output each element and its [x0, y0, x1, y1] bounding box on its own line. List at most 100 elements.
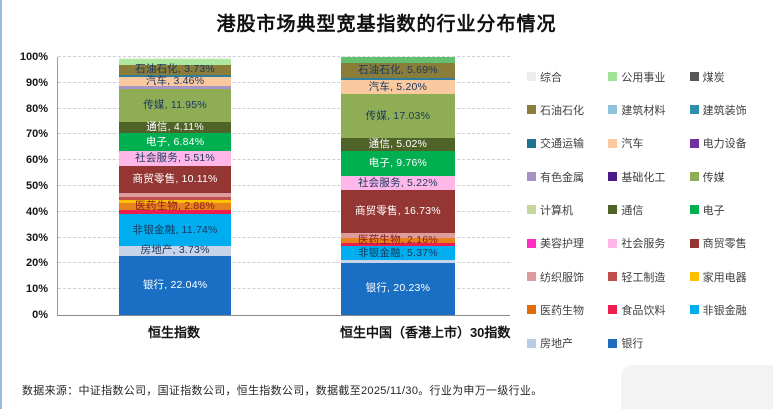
y-tick-label: 70%: [25, 128, 48, 141]
legend-label: 通信: [621, 204, 644, 217]
legend-swatch-icon: [527, 72, 536, 82]
legend-swatch-icon: [689, 238, 699, 248]
legend-label: 传媒: [702, 171, 725, 184]
y-tick-label: 20%: [25, 257, 48, 270]
legend-label: 食品饮料: [621, 304, 666, 317]
bar-segment: 社会服务, 5.51%: [119, 150, 231, 166]
legend-swatch-icon: [608, 72, 618, 82]
y-tick-label: 90%: [25, 76, 48, 89]
plot-area: 石油石化, 3.73% 汽车, 3.46% 传媒, 11.95% 通信, 4.11% 电…: [57, 56, 510, 316]
legend-item-24: 房地产: [527, 335, 606, 351]
legend-item-21: 医药生物: [527, 302, 606, 318]
bar-segment: 非银金融, 5.37%: [340, 246, 455, 260]
bar-segment-label: 电子, 9.76%: [368, 157, 428, 170]
bar-segment: 石油石化, 3.73%: [119, 64, 231, 75]
stacked-bar-0: 石油石化, 3.73% 汽车, 3.46% 传媒, 11.95% 通信, 4.11% 电…: [119, 57, 231, 315]
legend-item-13: 通信: [608, 202, 687, 218]
bar-segment: [340, 259, 455, 263]
bar-segment-label: 汽车, 3.46%: [145, 75, 205, 88]
legend-swatch-icon: [689, 138, 699, 148]
gridline: [58, 107, 510, 109]
bar-segment-label: 传媒, 17.03%: [365, 109, 431, 122]
y-tick-label: 100%: [19, 51, 48, 63]
bar-segment: [119, 192, 231, 198]
legend-item-0: 综合: [527, 69, 606, 85]
legend-label: 非银金融: [702, 304, 747, 317]
decorative-panel: [621, 365, 773, 409]
legend-item-3: 石油石化: [527, 102, 606, 118]
legend-label: 电子: [702, 204, 725, 217]
bar-segment: 医药生物, 2.16%: [340, 235, 455, 245]
y-tick-label: 0%: [32, 309, 48, 321]
legend-item-23: 非银金融: [689, 302, 769, 318]
bar-segment-label: 汽车, 5.20%: [368, 80, 428, 93]
gridline: [58, 159, 510, 161]
gridline: [58, 288, 510, 290]
x-axis-labels: 恒生指数 恒生中国（香港上市）30指数: [57, 322, 511, 342]
legend-swatch-icon: [608, 238, 618, 248]
bar-segment: 电子, 9.76%: [340, 150, 455, 177]
bar-segment: [119, 57, 231, 60]
bar-segment: [119, 199, 231, 203]
y-tick-label: 80%: [25, 102, 48, 115]
bar-segment: [119, 86, 231, 90]
legend-item-8: 电力设备: [689, 135, 769, 151]
gridline: [58, 81, 510, 83]
legend-label: 建筑材料: [621, 104, 666, 117]
y-tick-label: 30%: [25, 231, 48, 244]
gridline: [58, 210, 510, 212]
legend-item-7: 汽车: [608, 135, 687, 151]
bar-segment: 电子, 6.84%: [119, 132, 231, 151]
legend-label: 基础化工: [621, 171, 666, 184]
bar-segment-label: 商贸零售, 16.73%: [354, 205, 441, 218]
legend-swatch-icon: [527, 205, 536, 215]
legend-label: 银行: [621, 338, 644, 351]
bar-segment-label: 房地产, 3.73%: [140, 244, 210, 257]
legend-item-4: 建筑材料: [608, 102, 687, 118]
legend-label: 汽车: [621, 138, 644, 151]
legend-label: 社会服务: [621, 238, 666, 251]
legend-item-2: 煤炭: [689, 69, 769, 85]
bar-segment-label: 通信, 5.02%: [368, 138, 428, 151]
legend-swatch-icon: [608, 205, 618, 215]
legend-label: 房地产: [540, 338, 573, 351]
bar-segment: [119, 210, 231, 215]
bar-segment-label: 医药生物, 2.88%: [135, 200, 215, 213]
legend: 综合 公用事业 煤炭 石油石化 建筑材料 建筑装饰 交通运输 汽车 电力设备 有色金属 基础化工 传媒…: [527, 60, 769, 360]
gridline: [58, 185, 510, 186]
bar-segment: 通信, 5.02%: [340, 137, 455, 151]
gridline: [58, 56, 510, 57]
bar-segment: 传媒, 17.03%: [340, 93, 455, 138]
legend-label: 有色金属: [540, 171, 584, 184]
bar-segment: 传媒, 11.95%: [119, 89, 231, 122]
bar-segment: [119, 74, 231, 77]
bar-segment-label: 非银金融, 11.74%: [132, 223, 218, 236]
source-note: 数据来源：中证指数公司，国证指数公司，恒生指数公司，数据截至2025/11/30…: [22, 385, 543, 397]
legend-item-11: 传媒: [689, 169, 769, 185]
legend-swatch-icon: [689, 205, 699, 215]
bar-segment: [340, 77, 455, 81]
legend-swatch-icon: [527, 138, 536, 148]
bar-segment-label: 电子, 6.84%: [145, 135, 205, 148]
bar-segment: [340, 243, 455, 247]
legend-item-16: 社会服务: [608, 235, 687, 251]
legend-label: 商贸零售: [702, 238, 747, 251]
legend-swatch-icon: [608, 172, 618, 182]
legend-swatch-icon: [689, 105, 699, 115]
bar-segment-label: 商贸零售, 10.11%: [132, 173, 218, 186]
chart-title: 港股市场典型宽基指数的行业分布情况: [216, 14, 557, 35]
legend-label: 家用电器: [702, 271, 747, 284]
bar-segment: 银行, 22.04%: [119, 255, 231, 315]
bar-segment: 商贸零售, 16.73%: [340, 189, 455, 233]
legend-item-17: 商贸零售: [689, 235, 769, 251]
legend-item-6: 交通运输: [527, 135, 606, 151]
legend-swatch-icon: [608, 138, 618, 148]
legend-item-20: 家用电器: [689, 269, 769, 285]
legend-label: 石油石化: [540, 104, 584, 117]
legend-swatch-icon: [689, 172, 699, 182]
x-label-hang-seng-china-30-index: 恒生中国（香港上市）30指数: [339, 325, 511, 340]
bar-segment: 银行, 20.23%: [340, 262, 455, 315]
legend-swatch-icon: [527, 338, 536, 348]
bar-segment: [340, 232, 455, 238]
